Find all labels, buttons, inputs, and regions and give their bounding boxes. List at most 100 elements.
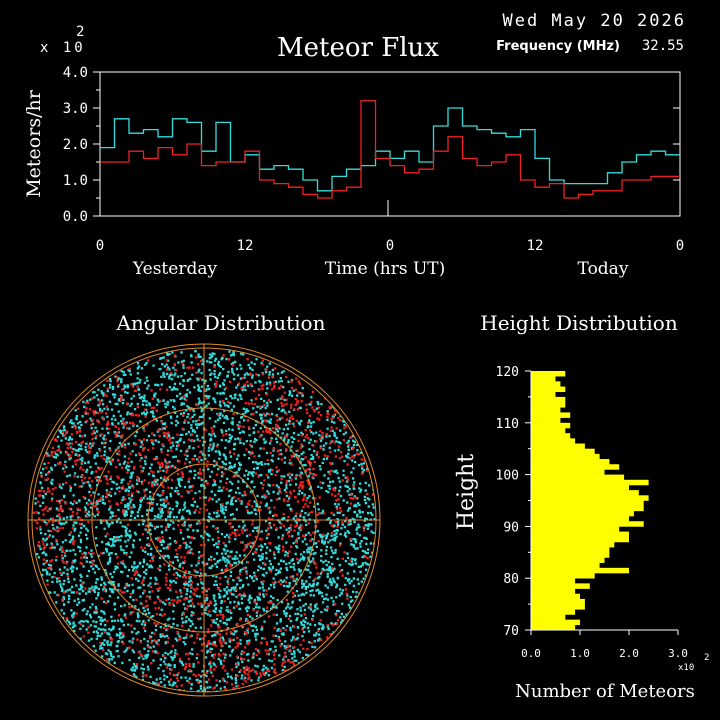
height-bar	[531, 376, 556, 382]
height-bar	[531, 495, 649, 501]
sky-points-cyan	[34, 349, 376, 692]
height-x-label: Number of Meteors	[515, 681, 695, 702]
height-bar	[531, 516, 629, 522]
flux-x-tick-label: 0	[676, 238, 684, 254]
x-day-label-yesterday: Yesterday	[132, 259, 218, 279]
height-bar	[531, 583, 590, 589]
height-bar	[531, 412, 571, 418]
height-bar	[531, 521, 644, 527]
height-bars	[531, 371, 649, 631]
height-bar	[531, 386, 566, 393]
height-bar	[531, 396, 566, 403]
height-bar	[531, 443, 585, 449]
height-bar	[531, 453, 600, 460]
height-bar	[531, 588, 576, 595]
height-y-tick-label: 100	[496, 469, 519, 484]
height-bar	[531, 505, 644, 512]
flux-series-line-2	[100, 100, 680, 199]
date-label: Wed May 20 2026	[502, 11, 686, 31]
height-x-tick-label: 1.0	[570, 647, 590, 660]
height-bar	[531, 427, 566, 434]
height-bar	[531, 552, 610, 558]
height-bar	[531, 536, 629, 543]
flux-y-tick-label: 1.0	[63, 173, 88, 189]
height-x-axis: 0.0 1.0 2.0 3.0	[521, 629, 688, 660]
angular-distribution-plot	[32, 349, 376, 692]
height-bar	[531, 531, 629, 538]
height-bar	[531, 614, 566, 620]
height-bar	[531, 402, 566, 408]
flux-title: Meteor Flux	[277, 33, 439, 63]
height-bar	[531, 598, 585, 605]
height-y-tick-label: 120	[496, 365, 519, 380]
flux-x-tick-label: 12	[527, 238, 544, 254]
height-bar	[531, 526, 620, 532]
height-bar	[531, 407, 561, 413]
sky-points-red	[32, 354, 376, 692]
flux-scale-prefix: x 10	[40, 40, 86, 56]
height-bar	[531, 624, 576, 631]
height-bar	[531, 510, 634, 517]
height-title: Height Distribution	[480, 311, 678, 335]
height-y-tick-label: 90	[503, 520, 519, 535]
frequency-label: Frequency (MHz)	[496, 39, 620, 54]
height-bar	[531, 464, 620, 470]
flux-y-axis: 0.0 1.0 2.0 3.0 4.0	[63, 65, 680, 225]
height-bar	[531, 500, 644, 506]
height-y-tick-label: 110	[496, 417, 519, 432]
height-bar	[531, 381, 561, 387]
height-bar	[531, 557, 605, 563]
height-bar	[531, 371, 566, 377]
flux-y-tick-label: 0.0	[63, 209, 88, 225]
height-scale-exponent: 2	[704, 653, 709, 663]
height-bar	[531, 562, 600, 569]
flux-y-label: Meteors/hr	[23, 89, 45, 197]
height-chart: 70 80 90 100 110 120 0.0 1.0 2.0 3.0 Height Numb…	[454, 365, 709, 702]
height-bar	[531, 484, 629, 491]
height-y-label: Height	[454, 454, 479, 530]
flux-x-tick-label: 0	[96, 238, 104, 254]
height-bar	[531, 422, 571, 429]
height-bar	[531, 573, 595, 579]
height-x-tick-label: 3.0	[668, 647, 688, 660]
height-bar	[531, 541, 615, 548]
height-scale-prefix: x10	[678, 663, 694, 673]
angular-grid	[27, 343, 381, 697]
flux-scale-exponent: 2	[76, 24, 84, 40]
height-bar	[531, 547, 610, 553]
height-bar	[531, 448, 595, 455]
height-x-tick-label: 0.0	[521, 647, 541, 660]
flux-chart: 0.0 1.0 2.0 3.0 4.0 0 12 0 12 0 Meteors/hr Yeste…	[23, 65, 684, 279]
flux-series	[100, 100, 680, 199]
height-x-tick-label: 2.0	[619, 647, 639, 660]
height-bar	[531, 490, 639, 496]
height-bar	[531, 459, 610, 465]
flux-x-tick-label: 0	[386, 238, 394, 254]
flux-x-axis: 0 12 0 12 0	[96, 238, 684, 254]
flux-y-tick-label: 4.0	[63, 65, 88, 81]
height-y-axis: 70 80 90 100 110 120	[496, 365, 532, 639]
angular-title: Angular Distribution	[116, 311, 326, 335]
flux-y-tick-label: 2.0	[63, 137, 88, 153]
height-bar	[531, 438, 576, 444]
flux-series-line-1	[100, 107, 680, 192]
flux-x-label: Time (hrs UT)	[325, 259, 446, 279]
height-bar	[531, 609, 576, 615]
flux-y-tick-label: 3.0	[63, 101, 88, 117]
height-bar	[531, 619, 580, 626]
height-bar	[531, 391, 556, 398]
height-bar	[531, 469, 605, 475]
height-y-tick-label: 70	[503, 624, 519, 639]
flux-x-tick-label: 12	[237, 238, 254, 254]
height-bar	[531, 604, 585, 610]
height-bar	[531, 474, 625, 481]
height-bar	[531, 433, 571, 439]
x-day-label-today: Today	[578, 259, 629, 279]
height-bar	[531, 479, 649, 486]
height-bar	[531, 578, 576, 584]
height-bar	[531, 593, 580, 600]
frequency-value: 32.55	[642, 38, 684, 54]
height-bar	[531, 567, 629, 574]
height-y-tick-label: 80	[503, 572, 519, 587]
